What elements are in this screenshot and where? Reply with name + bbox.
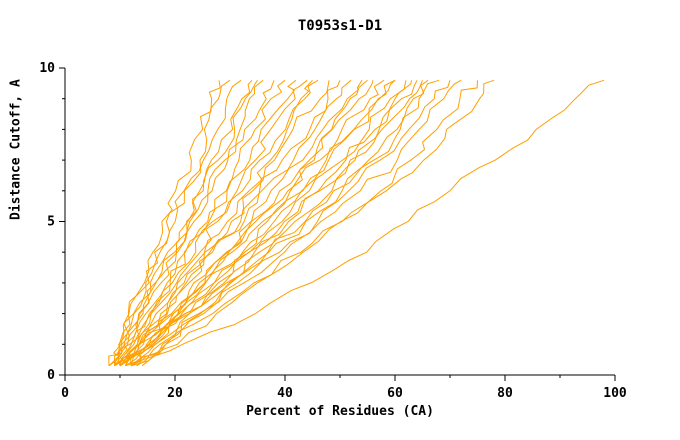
model-curve-m17	[119, 79, 368, 366]
chart-title: T0953s1-D1	[297, 18, 383, 34]
x-tick-label: 100	[603, 386, 627, 401]
model-curve-m27	[119, 79, 440, 367]
model-curve-m13	[119, 80, 330, 367]
model-curve-m01	[108, 80, 221, 367]
model-curve-m24	[136, 80, 418, 367]
model-curve-m15	[114, 79, 352, 367]
model-curve-m30	[141, 80, 478, 367]
model-curve-m12	[114, 79, 319, 367]
model-curve-m19	[119, 79, 385, 367]
model-curve-m31	[130, 79, 495, 367]
x-tick-label: 0	[61, 386, 69, 401]
y-tick-label: 5	[47, 215, 55, 230]
x-axis-label: Percent of Residues (CA)	[246, 404, 434, 419]
x-tick-label: 80	[497, 386, 513, 401]
y-tick-label: 0	[47, 368, 55, 383]
model-curve-m10	[119, 79, 308, 367]
model-curve-m26	[130, 79, 429, 367]
model-curve-m25	[125, 80, 423, 367]
model-curve-m16	[130, 80, 363, 367]
model-curve-m07	[108, 80, 275, 367]
model-curve-m08	[125, 79, 286, 367]
model-curve-m02	[114, 79, 231, 366]
model-curve-m32	[130, 79, 605, 367]
model-curve-m03	[108, 79, 242, 366]
y-tick-label: 10	[39, 61, 55, 76]
model-curve-m28	[136, 80, 451, 367]
x-tick-label: 20	[167, 386, 183, 401]
x-tick-label: 40	[277, 386, 293, 401]
x-tick-label: 60	[387, 386, 403, 401]
model-curve-m29	[130, 79, 462, 367]
model-curve-m14	[125, 80, 341, 366]
y-axis-label: Distance Cutoff, A	[8, 79, 24, 221]
model-curve-m21	[114, 79, 396, 367]
model-curve-m06	[119, 79, 264, 366]
model-curve-m05	[114, 80, 258, 366]
model-curve-m09	[114, 79, 297, 367]
model-curve-m23	[119, 80, 412, 367]
